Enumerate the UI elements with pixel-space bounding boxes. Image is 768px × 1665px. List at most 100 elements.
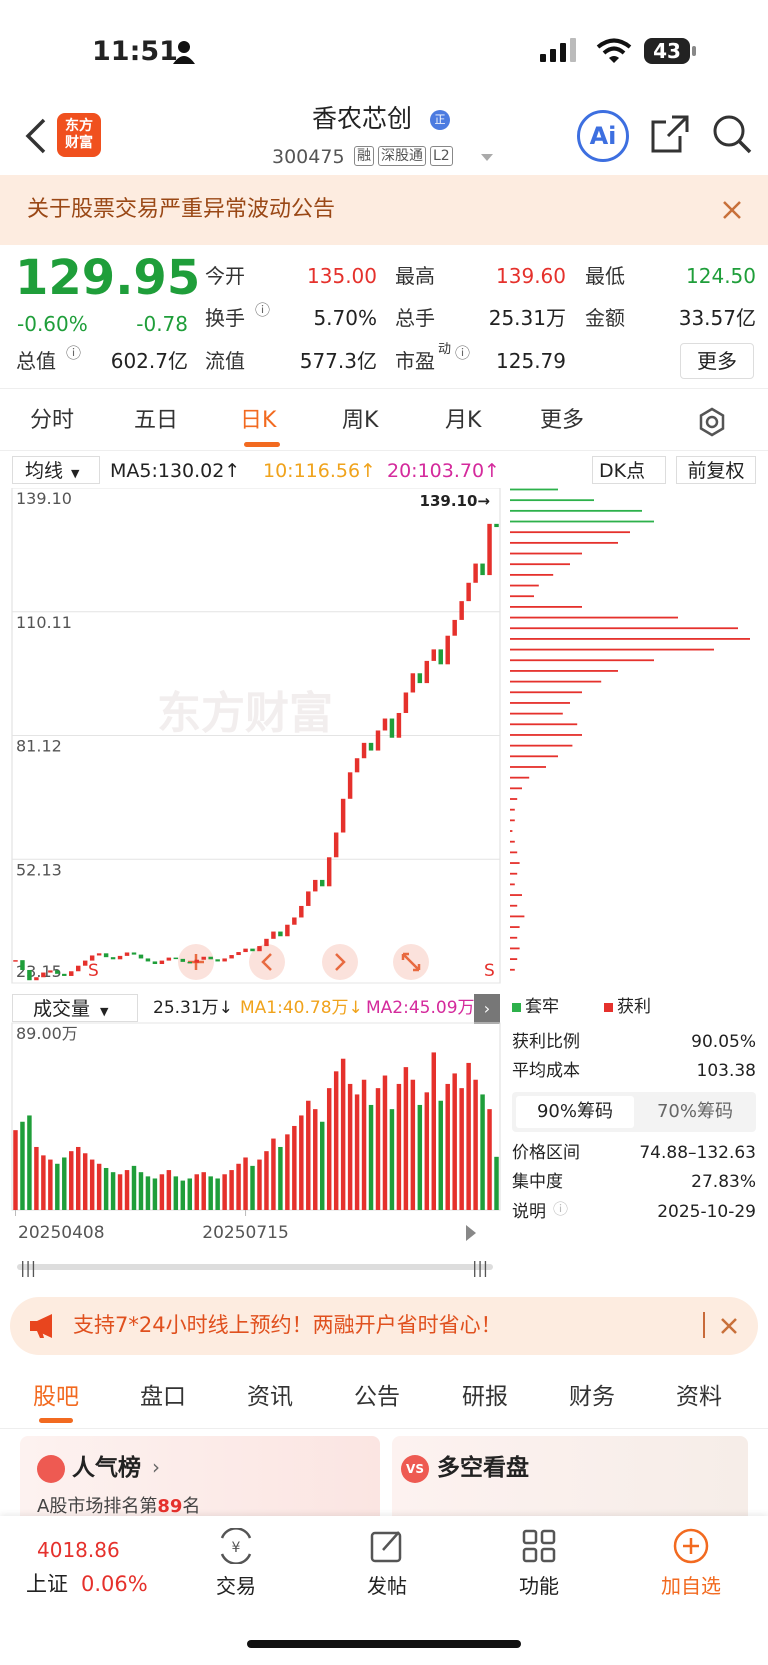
promo-banner[interactable] (10, 1297, 758, 1355)
section-tab[interactable]: 股吧 (33, 1384, 79, 1410)
chip-bar (510, 915, 525, 918)
chip-bar (510, 734, 582, 736)
stat-value: 103.38 (696, 1061, 756, 1081)
section-tab[interactable]: 资讯 (247, 1384, 293, 1410)
volume-ma: MA1:40.78万↓ (240, 998, 363, 1018)
candle (333, 832, 339, 858)
info-icon[interactable]: ⓘ (553, 1200, 569, 1218)
candle (34, 977, 39, 981)
notice-text[interactable]: 关于股票交易严重异常波动公告 (27, 197, 336, 222)
y-tick-label: 89.00万 (16, 1024, 78, 1043)
tab[interactable]: 分时 (30, 408, 75, 433)
field-value: 135.00 (307, 264, 377, 288)
volume-bar (389, 1109, 395, 1210)
volume-selector[interactable]: 成交量 ▼ (12, 994, 138, 1022)
notice-close[interactable] (722, 200, 742, 220)
ai-button[interactable]: Ai (577, 110, 629, 162)
chip-bar (510, 819, 515, 822)
field-label: 市盈 (395, 349, 435, 373)
notice-banner[interactable] (0, 175, 768, 245)
scroll-handle[interactable]: ||| (472, 1258, 488, 1277)
tab[interactable]: 更多 (540, 408, 585, 433)
expand-button[interactable]: › (474, 994, 500, 1024)
candle (103, 953, 109, 958)
candle (173, 957, 179, 960)
volume-bar (340, 1058, 346, 1210)
add-icon[interactable] (672, 1527, 710, 1565)
post-icon[interactable] (369, 1528, 405, 1564)
section-tab[interactable]: 研报 (462, 1384, 508, 1410)
section-tab[interactable]: 公告 (354, 1384, 400, 1410)
volume-bar (236, 1163, 241, 1210)
volume-bar (459, 1088, 464, 1210)
svg-text:¥: ¥ (232, 1540, 241, 1556)
promo-text[interactable]: 支持7*24小时线上预约！两融开户省时省心！ (73, 1313, 502, 1337)
index-change[interactable]: 0.06% (81, 1572, 148, 1596)
nav-label[interactable]: 发帖 (367, 1574, 407, 1598)
tab[interactable]: 五日 (134, 408, 179, 433)
nav-label[interactable]: 加自选 (661, 1574, 721, 1598)
candle (403, 692, 409, 713)
field-value: 5.70% (313, 306, 377, 330)
trade-icon[interactable]: ¥ (216, 1528, 256, 1564)
tab[interactable]: 周K (342, 408, 379, 433)
candle (354, 758, 360, 773)
chip-bar (510, 638, 750, 640)
section-tab[interactable]: 盘口 (140, 1384, 186, 1410)
dk-button[interactable]: DK点 (592, 456, 666, 484)
control-icons[interactable] (188, 952, 421, 972)
tab[interactable]: 日K (240, 408, 277, 433)
candle (396, 712, 402, 738)
chip-tab-active[interactable]: 90%筹码 (516, 1096, 634, 1128)
section-tab[interactable]: 财务 (569, 1384, 615, 1410)
share-button[interactable] (650, 114, 690, 154)
back-button[interactable] (24, 118, 48, 154)
candle (361, 742, 367, 759)
tab[interactable]: 月K (445, 408, 482, 433)
volume-bar (410, 1079, 416, 1210)
candle (278, 931, 283, 937)
legend-swatch (512, 1003, 521, 1012)
chip-bar (510, 531, 630, 534)
adjust-button[interactable]: 前复权 (676, 456, 756, 484)
promo-close[interactable] (720, 1317, 738, 1335)
card-title[interactable]: 多空看盘 (437, 1455, 529, 1481)
candle (82, 960, 88, 966)
max-label: 139.10→ (420, 492, 490, 510)
search-button[interactable] (712, 114, 752, 154)
volume-bar (403, 1067, 409, 1210)
chip-tab[interactable]: 70%筹码 (656, 1101, 733, 1122)
candle (319, 879, 325, 887)
settings-button[interactable] (697, 407, 727, 437)
divider (0, 450, 768, 451)
info-icon[interactable]: ⓘ (66, 344, 82, 362)
candle (62, 973, 67, 976)
scroll-right[interactable] (466, 1225, 476, 1241)
card-icon: VS (401, 1455, 429, 1483)
price: 129.95 (15, 250, 201, 306)
ma-selector[interactable]: 均线 ▼ (12, 456, 100, 484)
candle (243, 948, 248, 953)
nav-label[interactable]: 功能 (519, 1574, 559, 1598)
info-icon[interactable]: ⓘ (455, 344, 471, 362)
card-icon (37, 1455, 65, 1483)
index-value[interactable]: 4018.86 (37, 1538, 120, 1562)
info-icon[interactable]: ⓘ (255, 301, 271, 319)
more-button[interactable]: 更多 (680, 343, 754, 379)
field-label: 最低 (585, 264, 625, 288)
volume-bar (313, 1109, 318, 1210)
candle (452, 619, 457, 636)
card-title[interactable]: 人气榜 (72, 1455, 141, 1481)
chip-bar (510, 808, 515, 811)
dropdown-arrow[interactable] (480, 152, 494, 162)
index-name[interactable]: 上证 (26, 1572, 68, 1596)
nav-label[interactable]: 交易 (216, 1574, 256, 1598)
candle (75, 965, 81, 972)
candle (236, 952, 241, 956)
section-tab[interactable]: 资料 (676, 1384, 722, 1410)
candle (110, 957, 116, 960)
chip-bar (510, 894, 522, 896)
scroll-handle[interactable]: ||| (20, 1258, 36, 1277)
candle (222, 958, 227, 962)
function-icon[interactable] (521, 1528, 557, 1564)
